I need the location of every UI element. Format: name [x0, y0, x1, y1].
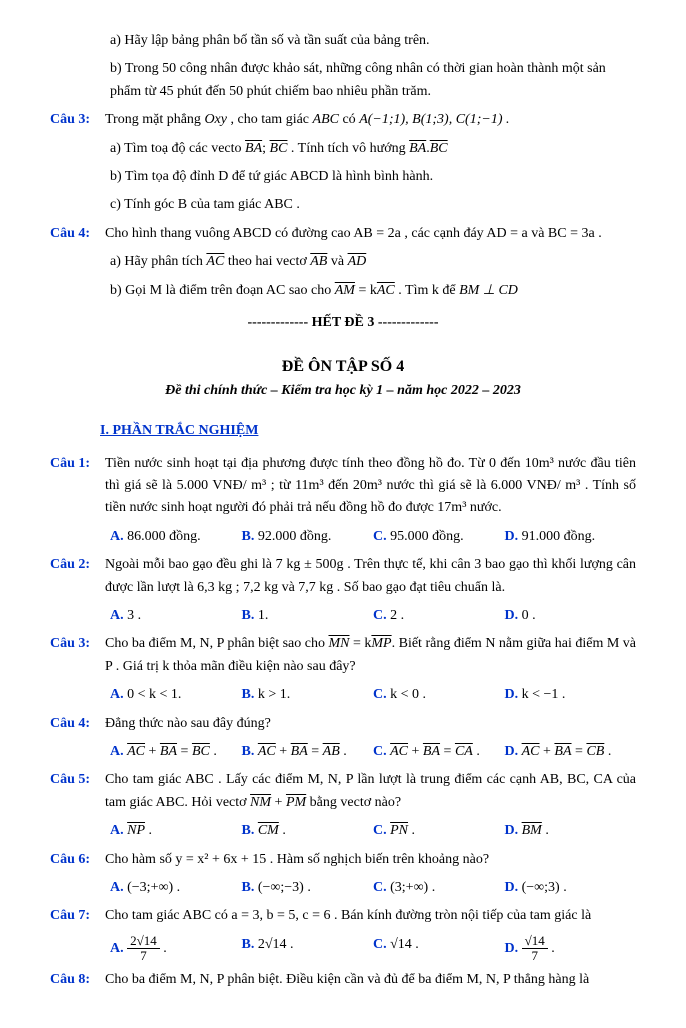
- q1-options: A. 86.000 đồng. B. 92.000 đồng. C. 95.00…: [110, 526, 636, 548]
- q3-stem: Cho ba điểm M, N, P phân biệt sao cho MN…: [105, 633, 636, 678]
- q1-stem: Tiền nước sinh hoạt tại địa phương được …: [105, 453, 636, 520]
- q2-label: Câu 2:: [50, 554, 105, 599]
- q8-stem: Cho ba điểm M, N, P phân biệt. Điều kiện…: [105, 969, 636, 991]
- q2-options: A. 3 . B. 1. C. 2 . D. 0 .: [110, 605, 636, 627]
- het-line: ------------- HẾT ĐỀ 3 -------------: [50, 312, 636, 334]
- q5-label: Câu 5:: [50, 769, 105, 814]
- q4-stem: Đẳng thức nào sau đây đúng?: [105, 713, 636, 735]
- q5-stem: Cho tam giác ABC . Lấy các điểm M, N, P …: [105, 769, 636, 814]
- q3-label: Câu 3:: [50, 633, 105, 678]
- q6-stem: Cho hàm số y = x² + 6x + 15 . Hàm số ngh…: [105, 849, 636, 871]
- subtitle-4: Đề thi chính thức – Kiểm tra học kỳ 1 – …: [50, 380, 636, 402]
- q4-options: A. AC + BA = BC . B. AC + BA = AB . C. A…: [110, 741, 636, 763]
- cau3-stem: Trong mặt phẳng Oxy , cho tam giác ABC c…: [105, 109, 636, 131]
- top-b: b) Trong 50 công nhân được khảo sát, nhữ…: [110, 58, 636, 103]
- title-4: ĐỀ ÔN TẬP SỐ 4: [50, 354, 636, 380]
- q3-options: A. 0 < k < 1. B. k > 1. C. k < 0 . D. k …: [110, 684, 636, 706]
- q2-stem: Ngoài mỗi bao gạo đều ghi là 7 kg ± 500g…: [105, 554, 636, 599]
- cau4-stem: Cho hình thang vuông ABCD có đường cao A…: [105, 223, 636, 245]
- q5-options: A. NP . B. CM . C. PN . D. BM .: [110, 820, 636, 842]
- cau3-a: a) Tìm toạ độ các vecto BA; BC . Tính tí…: [110, 138, 636, 160]
- q4-label: Câu 4:: [50, 713, 105, 735]
- cau4-label: Câu 4:: [50, 223, 105, 245]
- cau4-a: a) Hãy phân tích AC theo hai vectơ AB và…: [110, 251, 636, 273]
- section-1: I. PHẦN TRẮC NGHIỆM: [100, 420, 636, 442]
- cau3-b: b) Tìm tọa độ đỉnh D để tứ giác ABCD là …: [110, 166, 636, 188]
- cau3-c: c) Tính góc B của tam giác ABC .: [110, 194, 636, 216]
- q7-stem: Cho tam giác ABC có a = 3, b = 5, c = 6 …: [105, 905, 636, 927]
- cau4-b: b) Gọi M là điểm trên đoạn AC sao cho AM…: [110, 280, 636, 302]
- q1-label: Câu 1:: [50, 453, 105, 520]
- top-a: a) Hãy lập bảng phân bố tần số và tần su…: [110, 30, 636, 52]
- q6-options: A. (−3;+∞) . B. (−∞;−3) . C. (3;+∞) . D.…: [110, 877, 636, 899]
- q8-label: Câu 8:: [50, 969, 105, 991]
- q7-options: A. 2√147 . B. 2√14 . C. √14 . D. √147 .: [110, 934, 636, 964]
- cau3-label: Câu 3:: [50, 109, 105, 131]
- q7-label: Câu 7:: [50, 905, 105, 927]
- q6-label: Câu 6:: [50, 849, 105, 871]
